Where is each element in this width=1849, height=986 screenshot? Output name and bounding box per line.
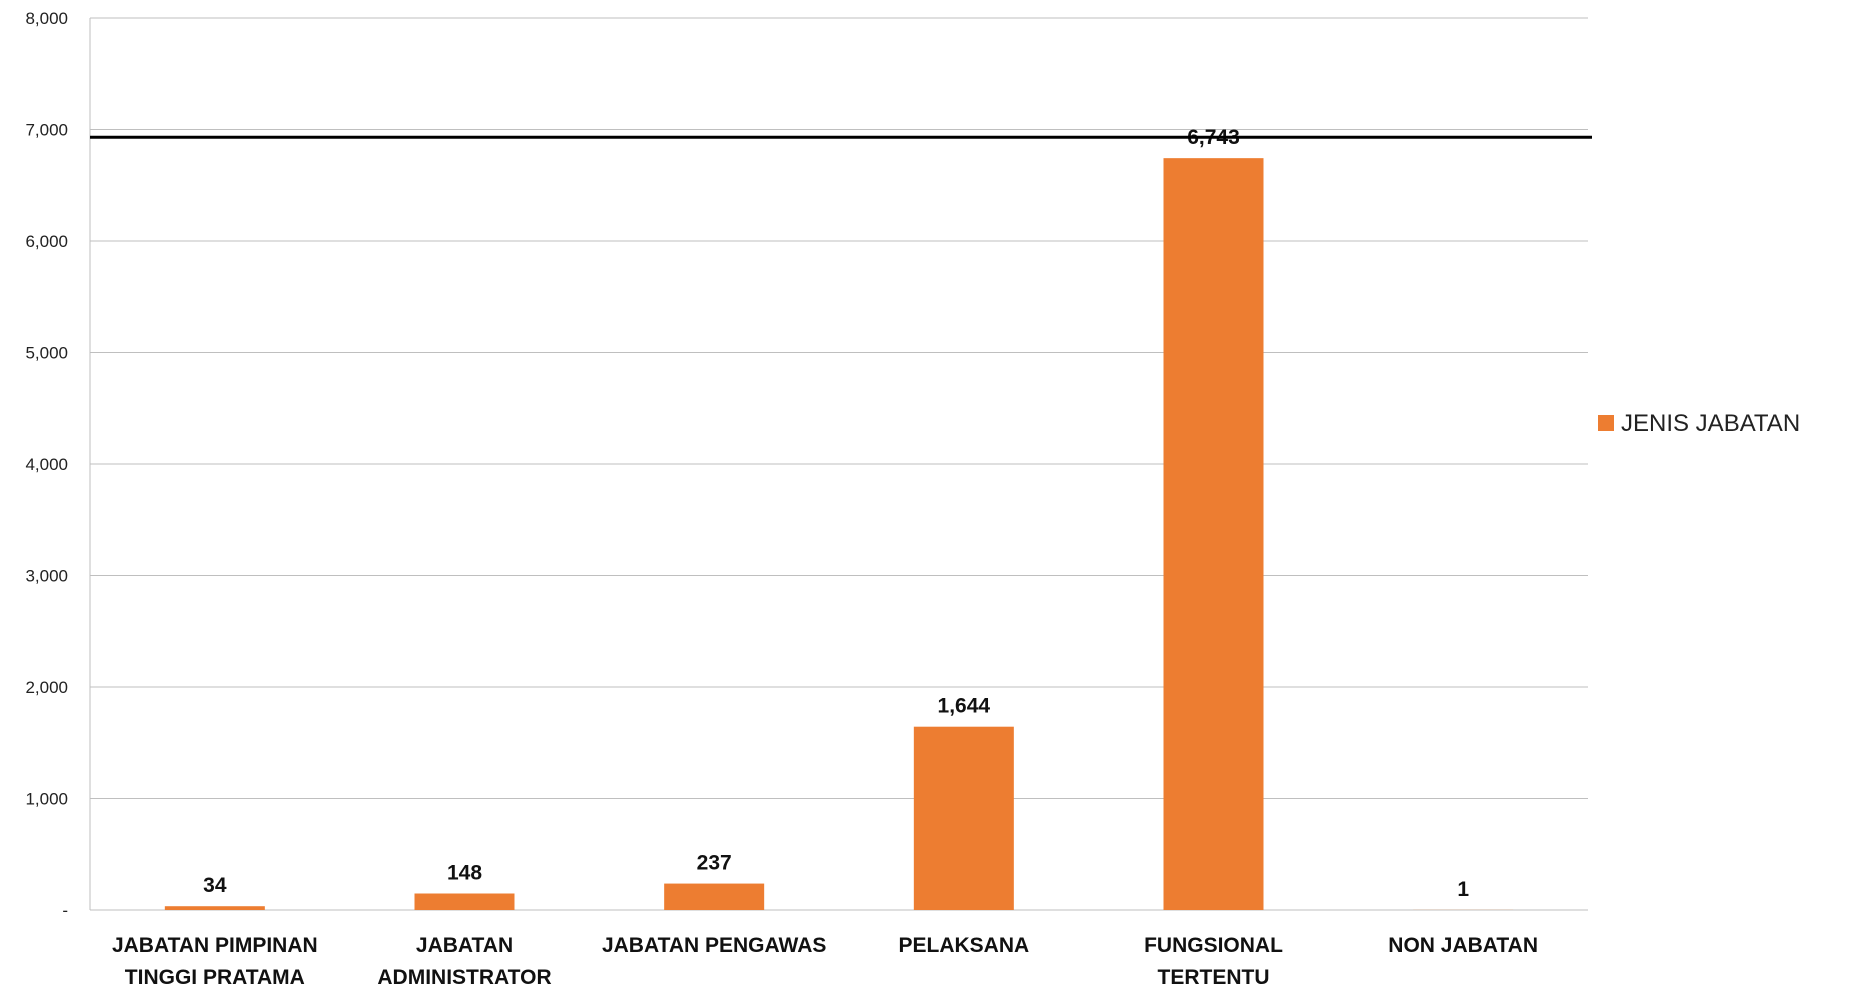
bar (414, 893, 515, 910)
y-tick-label: 1,000 (25, 790, 68, 809)
data-label: 1,644 (938, 695, 991, 718)
x-tick-label: JABATAN ADMINISTRATOR (377, 934, 551, 986)
x-tick-label: PELAKSANA (898, 934, 1029, 957)
data-label: 237 (697, 852, 732, 875)
x-tick-label: FUNGSIONAL TERTENTU (1144, 934, 1283, 986)
y-tick-label: 3,000 (25, 567, 68, 586)
data-label: 148 (447, 861, 482, 884)
x-tick-label-line: JABATAN PIMPINAN (112, 934, 318, 957)
y-tick-label: 4,000 (25, 455, 68, 474)
x-tick-label: JABATAN PENGAWAS (602, 934, 826, 957)
bar (913, 726, 1014, 910)
y-tick-label: 5,000 (25, 344, 68, 363)
x-tick-label-line: JABATAN PENGAWAS (602, 934, 826, 957)
x-tick-label: JABATAN PIMPINAN TINGGI PRATAMA (112, 934, 318, 986)
bar (164, 906, 265, 910)
y-tick-label: 7,000 (25, 121, 68, 140)
x-tick-label-line: TINGGI PRATAMA (125, 966, 305, 986)
y-tick-label: - (62, 901, 68, 920)
x-tick-label-line: JABATAN (416, 934, 513, 957)
data-label: 34 (203, 874, 227, 897)
legend-label: JENIS JABATAN (1621, 410, 1800, 437)
x-tick-label: NON JABATAN (1388, 934, 1538, 957)
x-tick-label-line: NON JABATAN (1388, 934, 1538, 957)
x-tick-label-line: PELAKSANA (898, 934, 1029, 957)
bar (664, 883, 765, 910)
x-tick-label-line: FUNGSIONAL (1144, 934, 1283, 957)
legend-swatch (1598, 415, 1614, 431)
x-tick-label-line: ADMINISTRATOR (377, 966, 551, 986)
y-tick-label: 6,000 (25, 232, 68, 251)
y-tick-label: 2,000 (25, 678, 68, 697)
x-tick-label-line: TERTENTU (1158, 966, 1270, 986)
y-tick-label: 8,000 (25, 9, 68, 28)
bar (1163, 158, 1264, 910)
data-label: 1 (1457, 878, 1469, 901)
